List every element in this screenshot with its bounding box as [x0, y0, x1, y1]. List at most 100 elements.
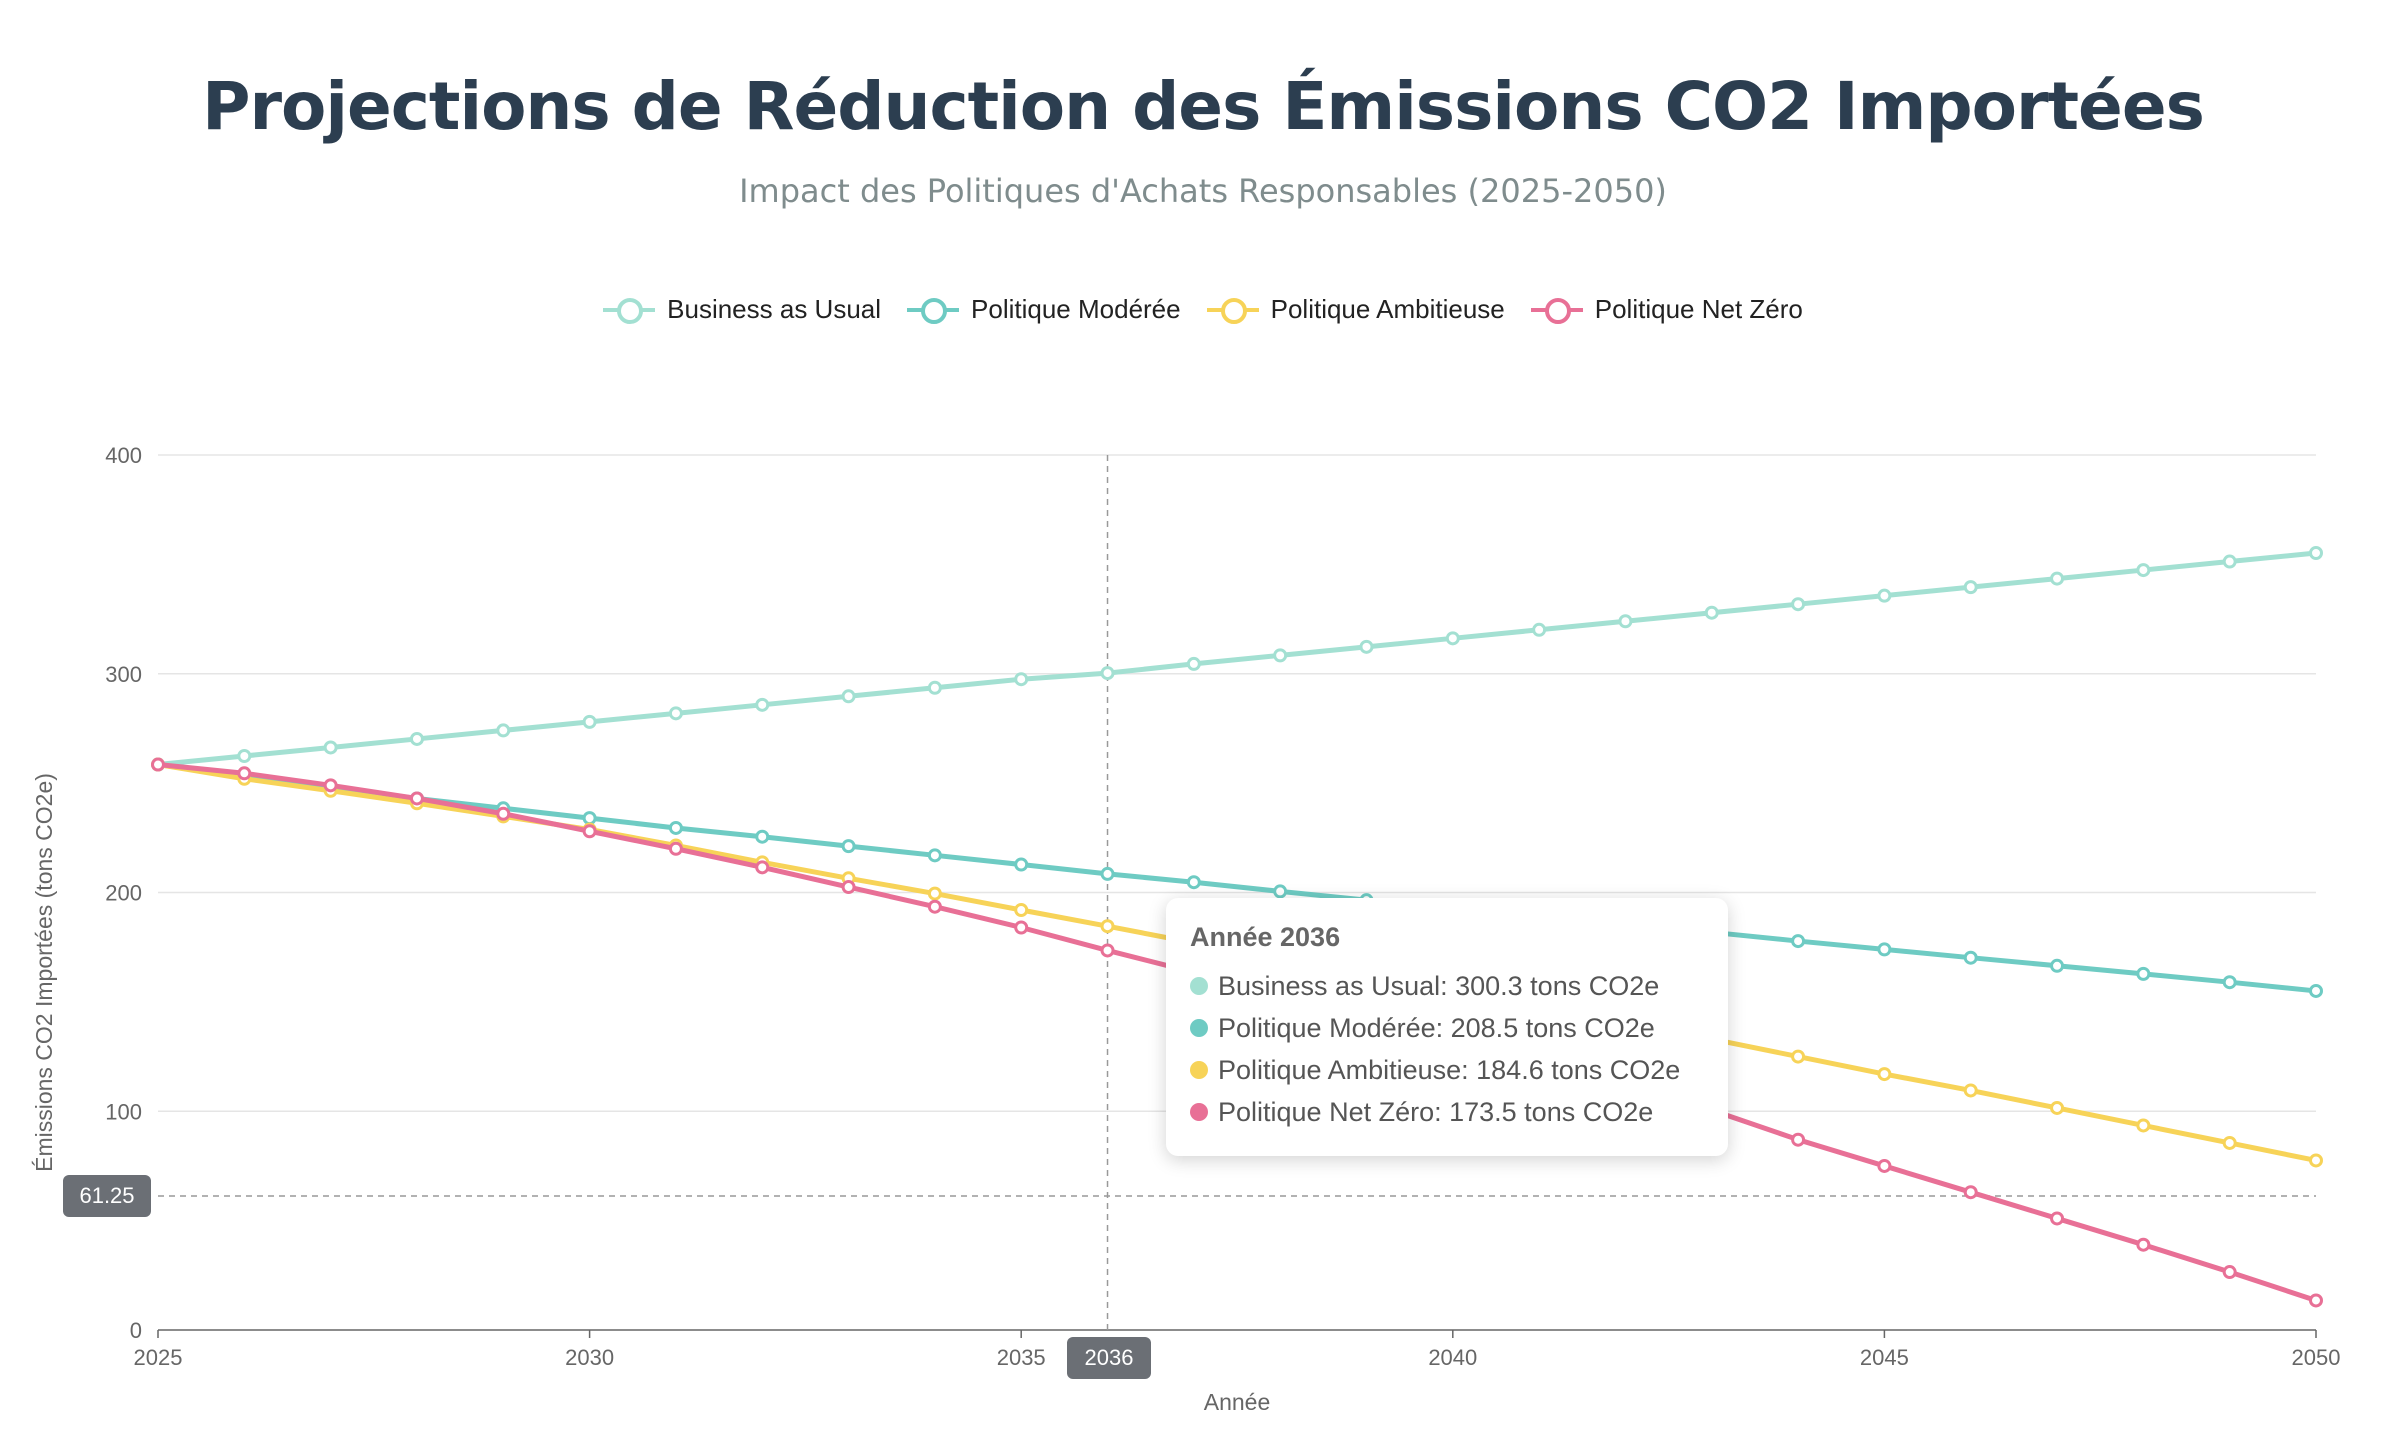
data-point-bau	[496, 723, 511, 738]
data-point-ambitious	[2309, 1153, 2323, 1168]
data-point-netzero	[2136, 1237, 2151, 1252]
data-point-ambitious	[1014, 903, 1029, 917]
data-point-bau	[1359, 639, 1374, 654]
data-point-moderate	[1791, 934, 1806, 949]
chart-subtitle: Impact des Politiques d'Achats Responsab…	[739, 172, 1667, 210]
data-point-moderate	[1186, 875, 1201, 890]
legend-marker-moderate-icon	[907, 295, 960, 325]
data-point-bau	[841, 689, 856, 704]
data-point-netzero	[2222, 1265, 2237, 1280]
series-line-bau	[155, 550, 2319, 768]
data-point-moderate	[1877, 942, 1892, 957]
data-point-netzero	[1963, 1185, 1978, 1200]
data-point-bau	[1791, 597, 1806, 612]
tooltip-row-bau: Business as Usual: 300.3 tons CO2e	[1190, 965, 1728, 1007]
tooltip-label-moderate: Politique Modérée: 208.5 tons CO2e	[1218, 1012, 1655, 1043]
data-point-netzero	[927, 899, 942, 914]
data-point-moderate	[1963, 950, 1978, 965]
data-point-netzero	[755, 860, 770, 875]
data-point-bau	[668, 706, 683, 721]
legend-item-ambitious[interactable]: Politique Ambitieuse	[1206, 294, 1505, 325]
x-tick-label: 2040	[1428, 1345, 1477, 1370]
x-tick-label: 2045	[1860, 1345, 1909, 1370]
data-point-netzero	[237, 766, 252, 781]
data-point-moderate	[2050, 958, 2065, 973]
series-bau	[151, 546, 2323, 772]
data-point-moderate	[2136, 966, 2151, 981]
data-point-moderate	[1273, 884, 1288, 899]
legend-label-ambitious: Politique Ambitieuse	[1270, 294, 1505, 324]
tooltip-dot-ambitious-icon	[1190, 1061, 1208, 1079]
data-point-bau	[1186, 656, 1201, 671]
data-point-moderate	[841, 839, 856, 854]
data-point-netzero	[409, 791, 424, 806]
legend-marker-netzero-icon	[1530, 295, 1583, 325]
legend-item-bau[interactable]: Business as Usual	[603, 294, 881, 325]
data-point-bau	[323, 740, 338, 755]
tooltip-label-netzero: Politique Net Zéro: 173.5 tons CO2e	[1218, 1096, 1654, 1127]
tooltip-label-bau: Business as Usual: 300.3 tons CO2e	[1218, 970, 1660, 1001]
y-tick-label: 400	[105, 443, 142, 468]
data-point-netzero	[2050, 1211, 2065, 1226]
data-point-moderate	[1014, 857, 1029, 872]
data-point-ambitious	[927, 886, 942, 901]
legend-marker-ambitious-icon	[1206, 295, 1259, 325]
data-point-bau	[2136, 563, 2151, 578]
data-point-netzero	[582, 824, 597, 839]
data-point-bau	[2222, 554, 2237, 569]
y-tick-label: 200	[105, 881, 142, 906]
legend: Business as Usual Politique Modérée Poli…	[0, 294, 2406, 325]
tooltip-dot-moderate-icon	[1190, 1019, 1208, 1037]
tooltip-row-moderate: Politique Modérée: 208.5 tons CO2e	[1190, 1007, 1728, 1049]
tooltip-row-netzero: Politique Net Zéro: 173.5 tons CO2e	[1190, 1091, 1728, 1133]
y-tick-label: 100	[105, 1099, 142, 1124]
data-point-ambitious	[1963, 1083, 1978, 1098]
data-point-ambitious	[2136, 1118, 2151, 1133]
data-point-ambitious	[2050, 1100, 2065, 1115]
y-axis-title: Émissions CO2 Importées (tons CO2e)	[31, 773, 57, 1172]
tooltip-dot-netzero-icon	[1190, 1103, 1208, 1121]
data-point-moderate	[2309, 983, 2323, 998]
data-point-moderate	[582, 811, 597, 826]
data-point-bau	[1532, 622, 1547, 637]
legend-label-netzero: Politique Net Zéro	[1594, 294, 1803, 324]
data-point-bau	[2050, 571, 2065, 586]
tooltip-title: Année 2036	[1190, 922, 1341, 952]
data-point-netzero	[841, 880, 856, 895]
data-point-bau	[1445, 631, 1460, 646]
crosshair-x-badge: 2036	[1067, 1337, 1151, 1379]
data-point-netzero	[668, 841, 683, 856]
legend-item-netzero[interactable]: Politique Net Zéro	[1530, 294, 1803, 325]
data-point-bau	[755, 697, 770, 712]
data-point-netzero	[1791, 1132, 1806, 1147]
x-tick-label: 2025	[134, 1345, 183, 1370]
tooltip-label-ambitious: Politique Ambitieuse: 184.6 tons CO2e	[1218, 1054, 1681, 1085]
data-point-moderate	[1100, 866, 1115, 881]
data-point-moderate	[755, 829, 770, 844]
data-point-bau	[582, 714, 597, 729]
data-point-ambitious	[2222, 1135, 2237, 1150]
x-tick-label: 2050	[2292, 1345, 2341, 1370]
data-point-bau	[1273, 648, 1288, 663]
x-axis-title: Année	[1204, 1389, 1271, 1415]
legend-item-moderate[interactable]: Politique Modérée	[907, 294, 1181, 325]
data-point-moderate	[927, 848, 942, 863]
data-point-bau	[409, 731, 424, 746]
y-tick-label: 0	[130, 1318, 142, 1343]
legend-marker-bau-icon	[603, 295, 656, 325]
data-point-bau	[1877, 588, 1892, 603]
legend-label-bau: Business as Usual	[667, 294, 882, 324]
data-point-bau	[1704, 605, 1719, 620]
data-point-ambitious	[1877, 1067, 1892, 1082]
chart-title: Projections de Réduction des Émissions C…	[202, 68, 2205, 145]
x-tick-label: 2035	[997, 1345, 1046, 1370]
tooltip: Année 2036 Business as Usual: 300.3 tons…	[1166, 898, 1728, 1156]
data-point-netzero	[2309, 1293, 2323, 1308]
data-point-ambitious	[1791, 1049, 1806, 1064]
data-point-bau	[1100, 666, 1115, 681]
data-point-ambitious	[1100, 919, 1115, 934]
data-point-netzero	[496, 806, 511, 821]
tooltip-dot-bau-icon	[1190, 977, 1208, 995]
data-point-bau	[237, 749, 252, 763]
